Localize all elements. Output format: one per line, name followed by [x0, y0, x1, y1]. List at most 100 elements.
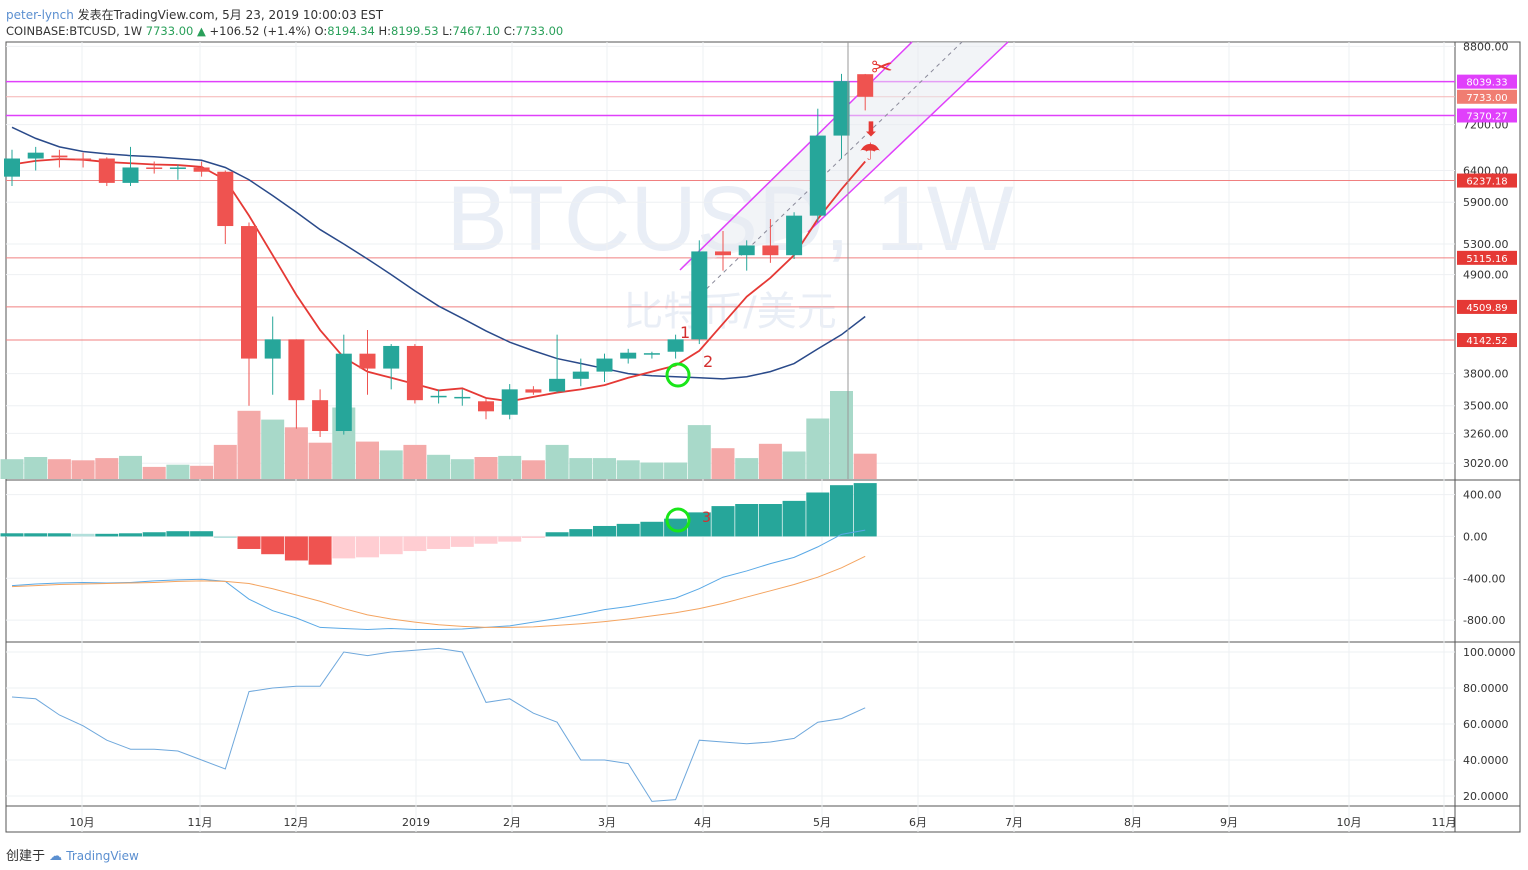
price-level-badge [1457, 108, 1517, 123]
tradingview-logo-icon: ☁ [49, 849, 63, 864]
price-level-badge [1457, 333, 1517, 348]
volume-bar [853, 453, 877, 479]
volume-bar [119, 455, 142, 479]
close-value: 7733.00 [515, 24, 564, 38]
candle-body [264, 339, 281, 359]
price-level-badge [1457, 299, 1517, 314]
candle-body [786, 215, 803, 256]
price-level-label: 7733.00 [1466, 93, 1507, 104]
x-tick-label: 5月 [813, 816, 831, 829]
candle-body [241, 226, 257, 359]
channel-fill [680, 42, 1008, 268]
candle-body [359, 353, 376, 369]
volume-bar [284, 427, 308, 479]
brand-link[interactable]: TradingView [66, 849, 139, 863]
wave-label: 3 [702, 510, 711, 526]
candle-body [833, 81, 850, 136]
watermark-subtitle: 比特币/美元 [623, 289, 836, 335]
candle-body [27, 152, 44, 159]
y-tick-label: 3260.00 [1463, 427, 1509, 440]
y-tick-label: 3020.00 [1463, 457, 1509, 470]
publish-text: 发表在TradingView.com, 5月 23, 2019 10:00:03… [77, 8, 384, 22]
macd-histogram-bar [284, 536, 308, 561]
channel-upper [679, 41, 913, 271]
macd-histogram-bar [403, 536, 427, 552]
volume-bar [261, 419, 285, 479]
macd-histogram-bar [47, 533, 71, 537]
volume-bar [166, 464, 190, 479]
signal-circle-icon [665, 362, 691, 388]
macd-histogram-bar [71, 533, 95, 537]
candle-body [383, 345, 400, 369]
osc-tick-label: 100.0000 [1463, 646, 1516, 659]
volume-bar [640, 462, 664, 479]
y-tick-label: 4900.00 [1463, 269, 1509, 282]
change-value: +106.52 (+1.4%) [209, 24, 311, 38]
channel-lower [807, 41, 1009, 233]
candle-body [217, 171, 234, 227]
macd-histogram-bar [711, 506, 735, 537]
created-with-label: 创建于 [6, 849, 46, 864]
x-tick-label: 2月 [503, 816, 521, 829]
open-value: 8194.34 [327, 24, 375, 38]
oscillator-line [11, 647, 866, 802]
signal-circle-icon [665, 507, 691, 533]
candle-body [549, 378, 566, 392]
price-level-badge [1457, 89, 1517, 104]
macd-histogram-bar [213, 536, 237, 538]
symbol-label: COINBASE:BTCUSD, 1W [6, 24, 143, 38]
macd-histogram-bar [593, 525, 616, 537]
symbol-info: COINBASE:BTCUSD, 1W 7733.00 ▲ +106.52 (+… [6, 24, 563, 38]
y-tick-label: 3800.00 [1463, 368, 1509, 381]
x-tick-label: 8月 [1124, 816, 1142, 829]
volume-bar [47, 459, 71, 479]
macd-histogram-bar [830, 485, 853, 537]
low-value: 7467.10 [452, 24, 501, 38]
candle-body [75, 158, 92, 161]
volume-bar [237, 410, 261, 479]
volume-bar [545, 444, 569, 479]
macd-histogram-bar [261, 536, 285, 555]
macd-histogram-bar [687, 512, 711, 537]
osc-tick-label: 40.0000 [1463, 754, 1509, 767]
volume-bar [569, 458, 593, 479]
candle-body [335, 353, 352, 432]
macd-line [11, 529, 866, 630]
volume-bar [521, 460, 545, 479]
close-label: C: [503, 24, 516, 38]
macd-histogram-bar [545, 532, 569, 537]
volume-bar [758, 443, 782, 479]
down-arrow-icon: ⬇ [863, 117, 880, 141]
macd-histogram-bar [640, 521, 664, 537]
footer: 创建于 ☁ TradingView [6, 845, 139, 864]
volume-bar [735, 458, 759, 479]
candle-body [312, 400, 329, 432]
volume-bar [0, 459, 24, 479]
author-name[interactable]: peter-lynch [6, 8, 74, 22]
macd-tick-label: -800.00 [1463, 614, 1505, 627]
candle-body [643, 353, 660, 355]
x-tick-label: 3月 [598, 816, 616, 829]
macd-tick-label: 0.00 [1463, 530, 1488, 543]
macd-histogram-bar [569, 529, 593, 537]
candle-body [51, 155, 68, 158]
price-level-label: 8039.33 [1466, 78, 1507, 89]
macd-histogram-bar [166, 531, 190, 537]
volume-bar [616, 460, 640, 479]
up-triangle-icon: ▲ [197, 24, 206, 38]
macd-histogram-bar [95, 533, 119, 537]
volume-bar [687, 425, 711, 479]
macd-histogram-bar [616, 523, 640, 537]
price-level-label: 5115.16 [1466, 254, 1507, 265]
candle-body [857, 74, 874, 97]
volume-bar [71, 460, 95, 479]
candle-body [738, 245, 755, 256]
candle-body [169, 167, 186, 169]
candle-body [406, 345, 423, 401]
y-tick-label: 5900.00 [1463, 196, 1509, 209]
macd-tick-label: -400.00 [1463, 572, 1505, 585]
price-level-label: 4142.52 [1466, 336, 1507, 347]
candle-body [454, 396, 471, 399]
candle-body [691, 251, 708, 340]
